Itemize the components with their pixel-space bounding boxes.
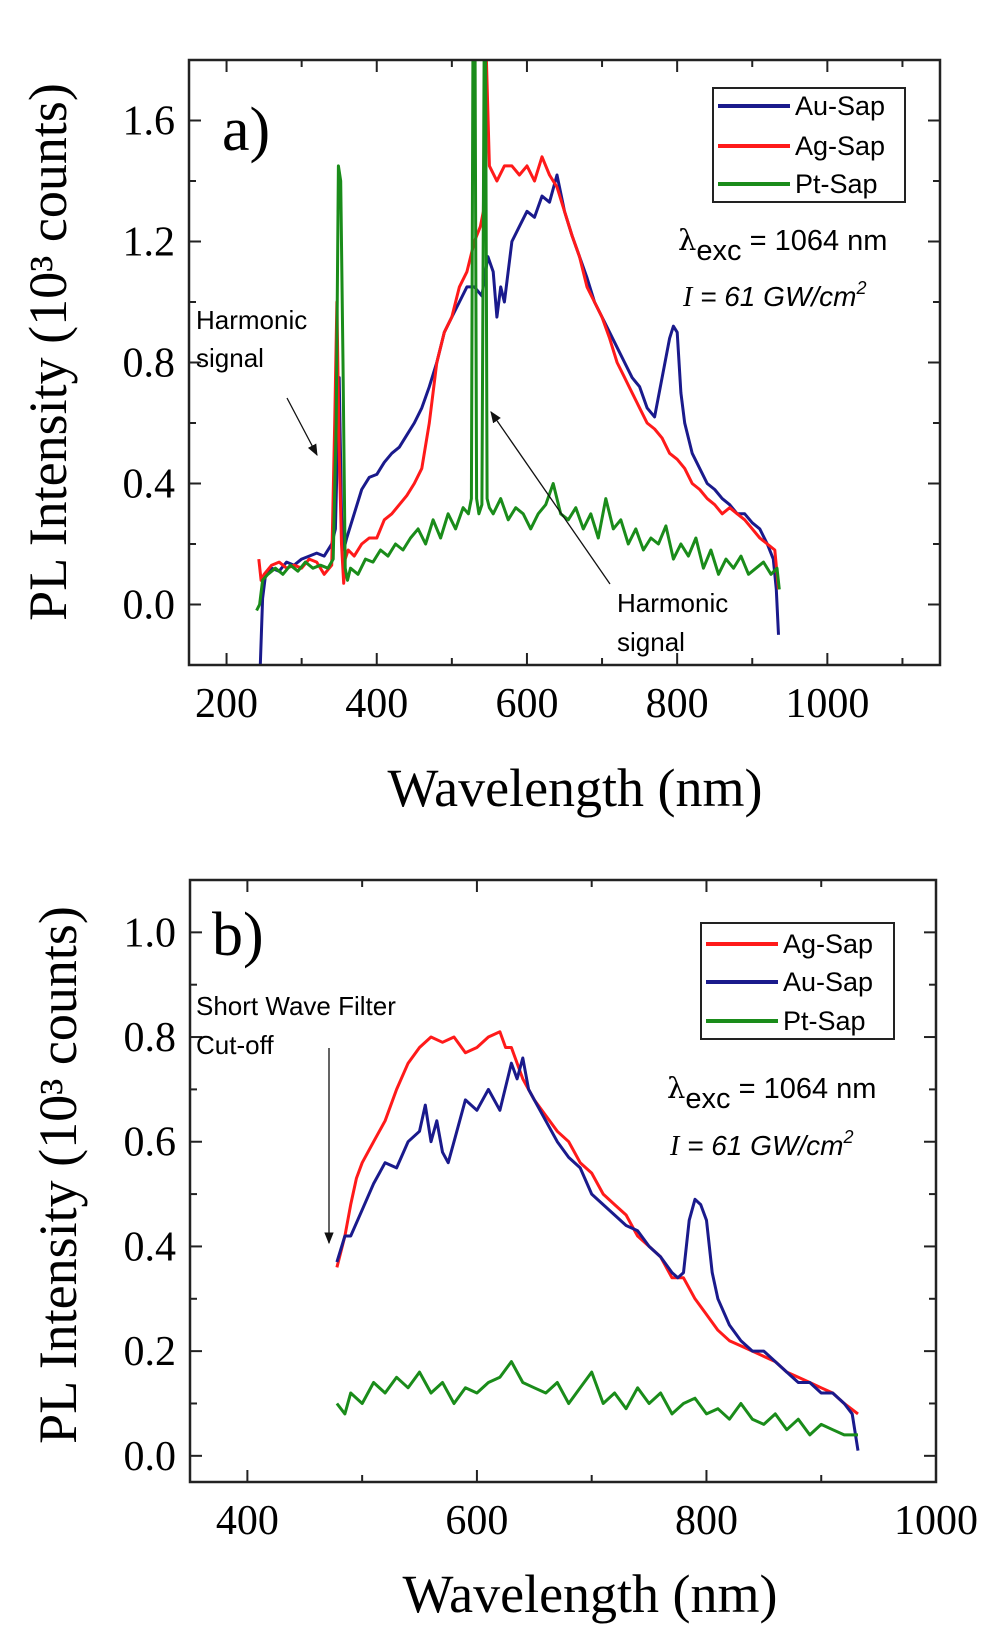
x-tick-label: 1000 — [894, 1498, 978, 1544]
harmonic-left-arrow — [286, 397, 318, 457]
x-tick-label: 800 — [675, 1498, 738, 1544]
legend-label-ag-sap: Ag-Sap — [795, 131, 885, 161]
panel-b-ticks: 400 600 800 1000 0.0 0.2 0.4 0.6 0.8 1.0 — [124, 879, 978, 1544]
y-tick-label: 0.4 — [124, 1224, 177, 1270]
y-tick-label: 1.2 — [123, 220, 176, 266]
legend-label-au-sap: Au-Sap — [795, 91, 885, 121]
panel-b-intensity: I = 61 GW/cm2 — [669, 1127, 854, 1162]
legend-label-ag-sap: Ag-Sap — [783, 929, 873, 959]
panel-b-excitation: λexc = 1064 nm — [667, 1071, 876, 1115]
x-tick-label: 600 — [445, 1498, 508, 1544]
panel-a-excitation: λexc = 1064 nm — [678, 223, 887, 267]
panel-a-series — [255, 60, 781, 665]
series-line-pt-sap — [335, 1360, 858, 1437]
harmonic-right-line1: Harmonic — [617, 588, 728, 618]
panel-a-legend: Au-Sap Ag-Sap Pt-Sap — [712, 87, 906, 203]
y-tick-label: 0.4 — [123, 462, 176, 508]
y-tick-label: 0.8 — [124, 1015, 177, 1061]
harmonic-right-line2: signal — [617, 627, 685, 657]
panel-b-series — [335, 1030, 860, 1451]
legend-label-au-sap: Au-Sap — [783, 967, 873, 997]
x-tick-label: 1000 — [785, 681, 869, 727]
x-tick-label: 400 — [345, 681, 408, 727]
harmonic-left-line2: signal — [196, 343, 264, 373]
panel-b-frame — [188, 878, 938, 1484]
y-tick-label: 1.6 — [123, 99, 176, 145]
y-tick-label: 0.2 — [124, 1329, 177, 1375]
panel-b-legend: Ag-Sap Au-Sap Pt-Sap — [700, 922, 895, 1040]
x-tick-label: 600 — [495, 681, 558, 727]
panel-a-xlabel: Wavelength (nm) — [387, 758, 762, 818]
x-tick-label: 400 — [216, 1498, 279, 1544]
legend-label-pt-sap: Pt-Sap — [795, 169, 878, 199]
x-tick-label: 200 — [195, 681, 258, 727]
legend-label-pt-sap: Pt-Sap — [783, 1006, 866, 1036]
panel-a-ylabel: PL Intensity (10³ counts) — [18, 83, 78, 621]
panel-a-label: a) — [222, 96, 270, 164]
filter-line2: Cut-off — [196, 1030, 274, 1060]
series-line-pt-sap — [255, 60, 781, 612]
y-tick-label: 0.0 — [124, 1434, 177, 1480]
panel-b-label: b) — [212, 901, 264, 969]
panel-a-ticks: 200 400 600 800 1000 0.0 0.4 0.8 1.2 1.6 — [123, 59, 940, 727]
panel-b-ylabel: PL Intensity (10³ counts) — [28, 906, 88, 1444]
y-tick-label: 0.8 — [123, 341, 176, 387]
series-line-ag-sap — [335, 1030, 859, 1416]
panel-a-intensity: I = 61 GW/cm2 — [682, 278, 867, 313]
panel-b: 400 600 800 1000 0.0 0.2 0.4 0.6 0.8 1.0 b) Wavel… — [28, 878, 978, 1624]
panel-b-xlabel: Wavelength (nm) — [402, 1564, 777, 1624]
panel-a: 200 400 600 800 1000 0.0 0.4 0.8 1.2 1.6 a) Wavel… — [18, 58, 942, 818]
harmonic-right-arrow — [490, 411, 611, 585]
harmonic-left-line1: Harmonic — [196, 305, 307, 335]
filter-line1: Short Wave Filter — [196, 991, 396, 1021]
y-tick-label: 0.6 — [124, 1120, 177, 1166]
y-tick-label: 1.0 — [124, 910, 177, 956]
series-line-au-sap — [335, 1056, 860, 1451]
y-tick-label: 0.0 — [123, 583, 176, 629]
x-tick-label: 800 — [646, 681, 709, 727]
